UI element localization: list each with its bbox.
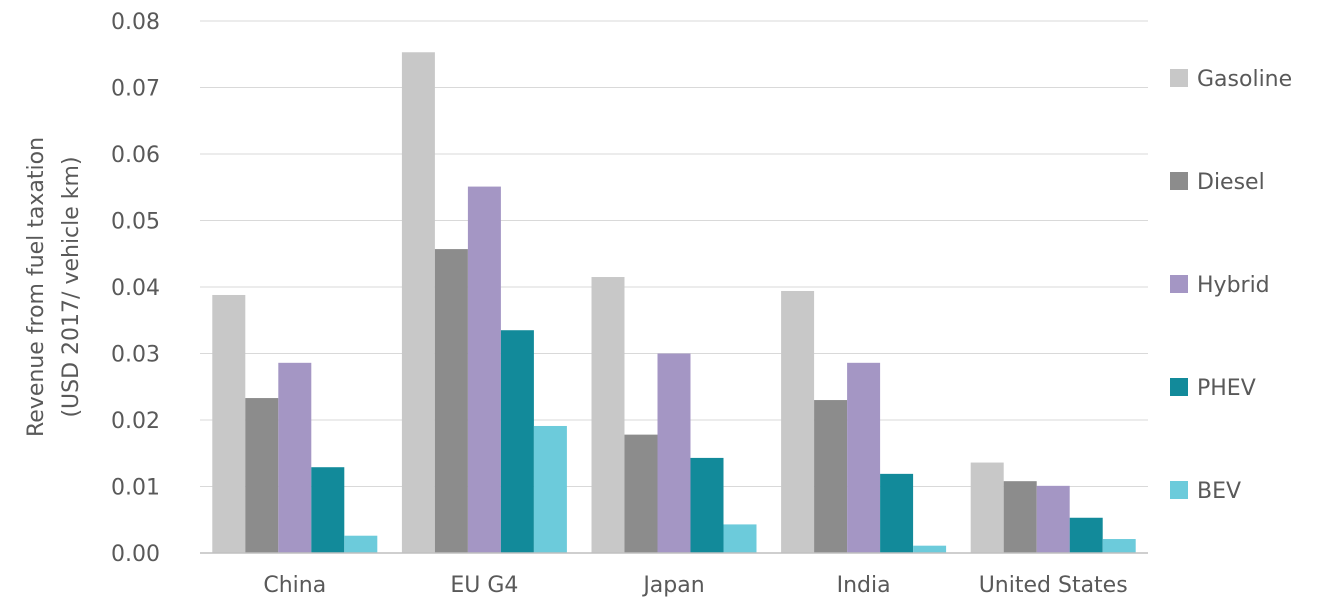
x-tick-label: Japan — [641, 573, 704, 598]
bar-gasoline-united-states — [970, 462, 1004, 553]
bar-phev-united-states — [1069, 517, 1103, 553]
legend-swatch-phev — [1170, 378, 1188, 396]
bar-gasoline-india — [781, 290, 815, 553]
legend-label-phev: PHEV — [1197, 376, 1256, 401]
bar-diesel-eu-g4 — [434, 249, 468, 553]
bar-bev-eu-g4 — [533, 425, 567, 553]
bar-bev-united-states — [1102, 539, 1136, 553]
bar-diesel-india — [814, 400, 848, 553]
legend-swatch-bev — [1170, 481, 1188, 499]
legend-swatch-diesel — [1170, 172, 1188, 190]
y-tick-label: 0.08 — [111, 10, 160, 35]
legend-label-diesel: Diesel — [1197, 170, 1265, 195]
bar-diesel-china — [245, 398, 279, 553]
bar-gasoline-eu-g4 — [401, 52, 435, 553]
bars — [212, 52, 1136, 553]
y-tick-label: 0.01 — [111, 476, 160, 501]
x-tick-label: EU G4 — [450, 573, 518, 598]
y-tick-label: 0.00 — [111, 542, 160, 567]
y-tick-label: 0.04 — [111, 276, 160, 301]
y-axis-title-line-2: (USD 2017/ vehicle km) — [59, 156, 84, 417]
legend-label-gasoline: Gasoline — [1197, 67, 1292, 92]
y-tick-label: 0.06 — [111, 143, 160, 168]
y-tick-label: 0.05 — [111, 210, 160, 235]
bar-gasoline-japan — [591, 277, 625, 553]
bar-hybrid-united-states — [1036, 485, 1070, 553]
legend-label-bev: BEV — [1197, 479, 1241, 504]
y-tick-label: 0.02 — [111, 409, 160, 434]
bar-phev-india — [880, 473, 914, 553]
legend: Gasoline Diesel Hybrid PHEV BEV — [1170, 67, 1292, 504]
bar-diesel-united-states — [1003, 481, 1037, 553]
bar-hybrid-india — [847, 362, 881, 553]
legend-swatch-hybrid — [1170, 275, 1188, 293]
bar-hybrid-japan — [657, 353, 691, 553]
bar-phev-japan — [690, 457, 724, 553]
bar-hybrid-eu-g4 — [467, 186, 501, 553]
bar-bev-india — [913, 545, 947, 553]
x-tick-label: United States — [979, 573, 1128, 598]
y-tick-label: 0.07 — [111, 77, 160, 102]
legend-label-hybrid: Hybrid — [1197, 273, 1270, 298]
bar-gasoline-china — [212, 294, 246, 553]
y-axis-title: Revenue from fuel taxation (USD 2017/ ve… — [24, 137, 84, 437]
x-tick-label: China — [263, 573, 326, 598]
legend-swatch-gasoline — [1170, 69, 1188, 87]
bar-phev-eu-g4 — [500, 330, 534, 553]
bar-bev-china — [344, 535, 378, 553]
x-axis-labels: China EU G4 Japan India United States — [263, 573, 1127, 598]
bar-bev-japan — [723, 524, 757, 553]
y-axis-ticks: 0.00 0.01 0.02 0.03 0.04 0.05 0.06 0.07 0.08 — [111, 10, 160, 567]
x-tick-label: India — [837, 573, 891, 598]
bar-phev-china — [311, 467, 345, 553]
y-tick-label: 0.03 — [111, 343, 160, 368]
bar-hybrid-china — [278, 362, 312, 553]
bar-diesel-japan — [624, 434, 658, 553]
y-axis-title-line-1: Revenue from fuel taxation — [24, 137, 49, 437]
